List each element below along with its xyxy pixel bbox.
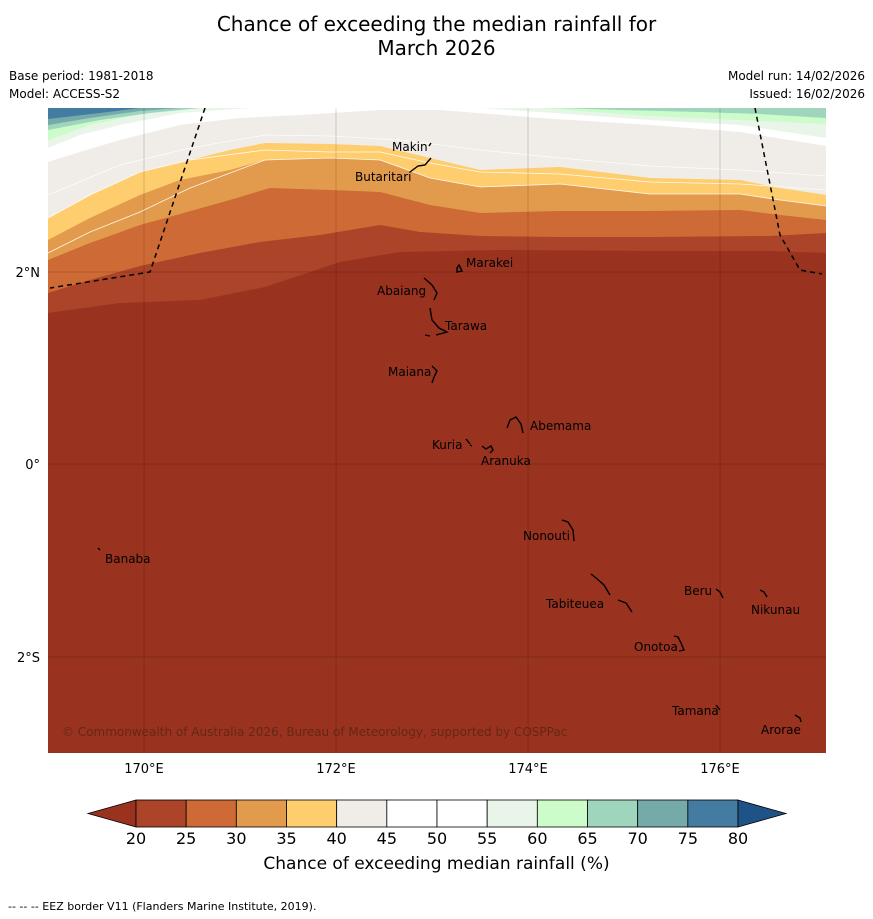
colorbar-tick-label: 40 (326, 829, 347, 848)
island-abemama (506, 416, 524, 434)
colorbar-tick-label: 30 (226, 829, 247, 848)
issued-date: Issued: 16/02/2026 (749, 87, 865, 101)
colorbar-segment (135, 799, 187, 828)
label-arorae: Arorae (761, 723, 801, 737)
island-butaritari (409, 157, 432, 173)
island-tamana (715, 704, 721, 711)
island-maiana (431, 365, 438, 384)
label-kuria: Kuria (432, 438, 463, 452)
eez-border (49, 108, 823, 289)
colorbar-segment (486, 799, 538, 828)
lat-label-0: 0° (25, 458, 40, 473)
label-nikunau: Nikunau (751, 603, 800, 617)
colorbar-segment (386, 799, 438, 828)
label-abaiang: Abaiang (377, 284, 426, 298)
label-aranuka: Aranuka (481, 454, 531, 468)
label-marakei: Marakei (466, 256, 513, 270)
colorbar-under-arrow (86, 799, 137, 828)
map-area: Makin Butaritari Marakei Abaiang Tarawa … (48, 108, 826, 753)
colorbar-tick-label: 80 (727, 829, 749, 848)
island-makin (428, 142, 432, 147)
footnote: -- -- -- EEZ border V11 (Flanders Marine… (8, 900, 317, 913)
axis-labels: 2°N 0° 2°S 170°E 172°E 174°E 176°E (16, 266, 740, 777)
colorbar-tick-label: 20 (125, 829, 147, 848)
colorbar-tick-label: 25 (175, 829, 197, 848)
base-period: Base period: 1981-2018 (9, 69, 154, 83)
colorbar-segment (185, 799, 237, 828)
band-75-80 (48, 108, 140, 119)
title-line-2: March 2026 (377, 36, 496, 60)
island-kuria (465, 438, 473, 447)
label-tamana: Tamana (671, 704, 719, 718)
colorbar-tick-label: 60 (527, 829, 548, 848)
island-marakei (456, 263, 464, 273)
label-butaritari: Butaritari (355, 170, 412, 184)
lon-label-170: 170°E (124, 762, 164, 777)
colorbar-segment (687, 799, 739, 828)
band-40-45 (48, 108, 826, 218)
island-arorae (794, 714, 802, 723)
island-tabiteuea (590, 573, 633, 613)
colorbar-segment (235, 799, 287, 828)
island-tarawa (424, 307, 449, 337)
lat-label-2s: 2°S (17, 651, 40, 666)
label-onotoa: Onotoa (634, 640, 678, 654)
colorbar-over-arrow (737, 799, 788, 828)
colorbar-tick-label: 70 (627, 829, 648, 848)
colorbar-segment (286, 799, 338, 828)
island-aranuka (481, 445, 494, 454)
band-55-60 (48, 108, 826, 148)
band-45-55 (48, 108, 826, 162)
island-nikunau (759, 589, 768, 598)
graticule (48, 108, 826, 753)
label-makin: Makin (392, 140, 428, 154)
map-title: Chance of exceeding the median rainfall … (0, 12, 873, 60)
model-run: Model run: 14/02/2026 (727, 69, 865, 83)
colorbar-segment (637, 799, 689, 828)
colorbar-tick-label: 50 (426, 829, 448, 848)
island-banaba (97, 547, 101, 551)
islands (97, 142, 802, 723)
model-name: Model: ACCESS-S2 (9, 87, 121, 101)
contour-lines (48, 134, 826, 254)
label-abemama: Abemama (530, 419, 591, 433)
island-nonouti (561, 519, 575, 542)
island-abaiang (423, 277, 438, 301)
colorbar (86, 799, 788, 828)
meta-left: Base period: 1981-2018 Model: ACCESS-S2 (9, 67, 154, 103)
colorbar-tick-label: 65 (577, 829, 598, 848)
place-labels: Makin Butaritari Marakei Abaiang Tarawa … (62, 140, 801, 739)
copyright: © Commonwealth of Australia 2026, Bureau… (62, 725, 567, 739)
colorbar-segment (536, 799, 588, 828)
colorbar-segment (336, 799, 388, 828)
lon-label-172: 172°E (316, 762, 356, 777)
colorbar-segment (587, 799, 639, 828)
island-onotoa (673, 635, 685, 652)
colorbar-title: Chance of exceeding median rainfall (%) (263, 854, 610, 874)
lon-label-176: 176°E (700, 762, 740, 777)
label-maiana: Maiana (388, 365, 431, 379)
colorbar-tick-label: 55 (476, 829, 498, 848)
label-tabiteuea: Tabiteuea (545, 597, 604, 611)
label-nonouti: Nonouti (523, 529, 570, 543)
label-tarawa: Tarawa (444, 319, 487, 333)
colorbar-tick-label: 45 (376, 829, 398, 848)
label-banaba: Banaba (105, 552, 151, 566)
lat-label-2n: 2°N (16, 266, 41, 281)
colorbar-tick-label: 75 (677, 829, 699, 848)
meta-right: Model run: 14/02/2026 Issued: 16/02/2026 (728, 67, 865, 103)
label-beru: Beru (684, 584, 712, 598)
lon-label-174: 174°E (508, 762, 548, 777)
colorbar-tick-label: 35 (276, 829, 297, 848)
title-line-1: Chance of exceeding the median rainfall … (216, 12, 657, 36)
island-beru (715, 588, 724, 599)
colorbar-segment (436, 799, 488, 828)
